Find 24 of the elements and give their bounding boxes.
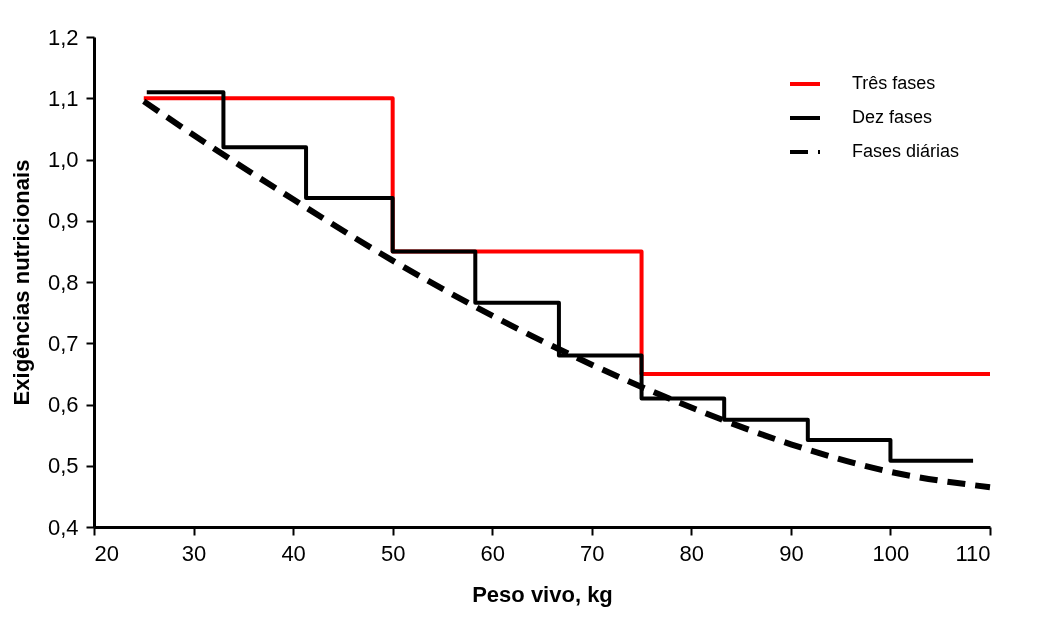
y-tick-label: 0,5	[47, 453, 79, 479]
x-tick-label: 110	[955, 540, 991, 566]
legend-label: Três fases	[852, 73, 936, 93]
y-tick-label: 0,9	[47, 208, 79, 234]
x-tick-label: 20	[94, 540, 119, 566]
x-tick-label: 50	[380, 540, 406, 566]
x-tick-label: 60	[480, 540, 505, 566]
x-tick-label: 30	[181, 540, 207, 566]
y-tick-label: 0,7	[47, 330, 79, 356]
y-tick-label: 0,6	[47, 392, 79, 417]
x-tick-label: 90	[779, 540, 804, 566]
y-tick-label: 0,8	[47, 269, 79, 295]
x-tick-label: 100	[872, 540, 910, 566]
y-axis-title: Exigências nutricionais	[8, 159, 34, 406]
y-tick-label: 1,1	[47, 85, 79, 111]
y-tick-label: 1,2	[47, 24, 79, 50]
legend-label: Fases diárias	[852, 141, 960, 161]
y-tick-label: 0,4	[47, 514, 79, 540]
x-tick-label: 40	[281, 540, 306, 566]
x-tick-label: 70	[580, 540, 605, 566]
y-tick-label: 1,0	[47, 147, 79, 172]
legend-label: Dez fases	[852, 107, 933, 127]
x-axis-title: Peso vivo, kg	[472, 581, 613, 607]
x-tick-label: 80	[679, 540, 705, 566]
